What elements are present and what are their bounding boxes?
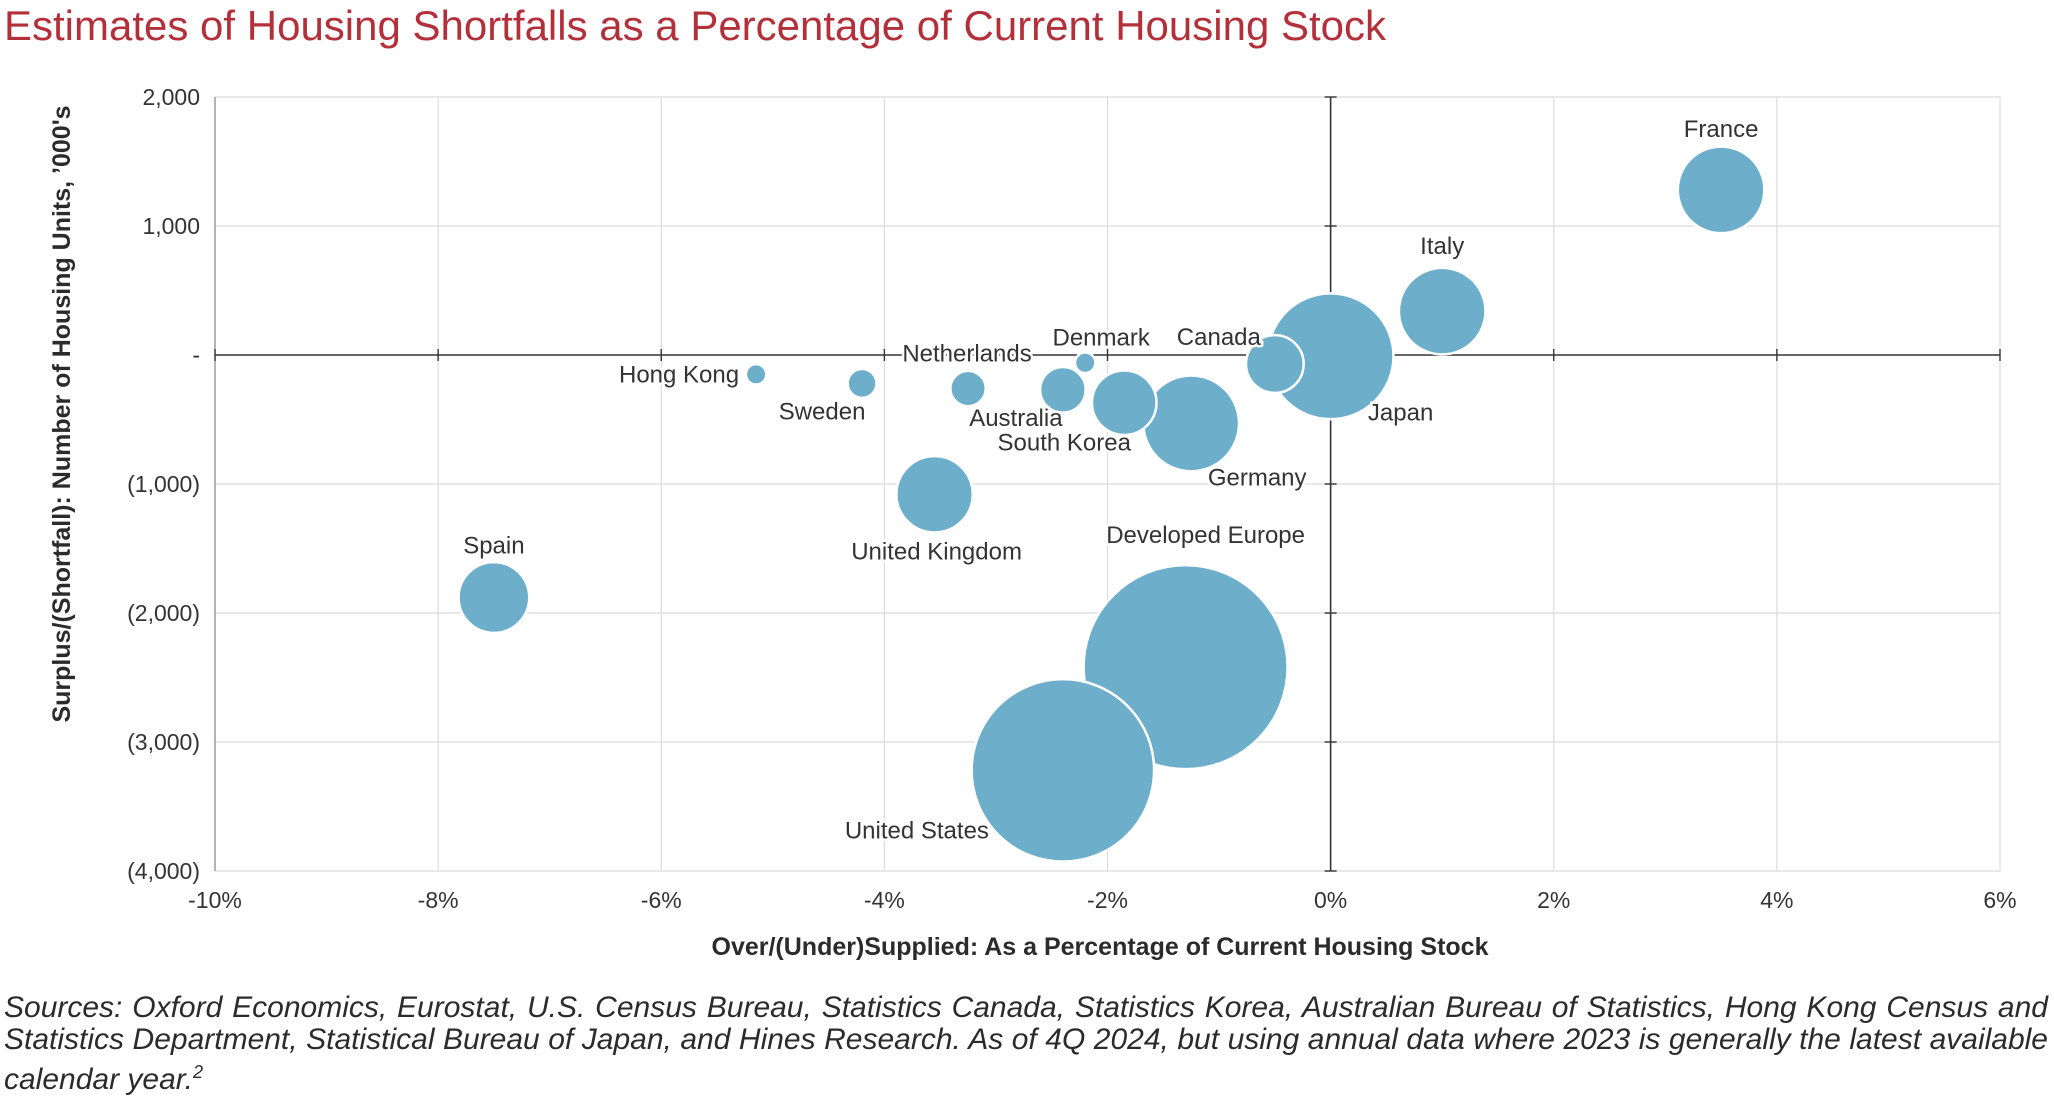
y-tick-label: 1,000 <box>142 213 200 239</box>
bubble-label: Sweden <box>779 398 866 425</box>
x-tick-label: -4% <box>864 887 905 913</box>
bubble-australia <box>1038 365 1087 414</box>
y-tick-label: - <box>192 342 200 368</box>
bubble-label: Germany <box>1208 464 1307 491</box>
bubble-label: Australia <box>969 405 1063 432</box>
bubble-sweden <box>846 367 878 400</box>
source-text: Sources: Oxford Economics, Eurostat, U.S… <box>4 991 2048 1096</box>
bubble-denmark <box>1073 351 1097 375</box>
bubble-united-states <box>970 677 1156 863</box>
bubble-germany <box>1142 374 1241 473</box>
y-tick-label: (1,000) <box>127 471 200 497</box>
bubble-label: Developed Europe <box>1106 522 1305 549</box>
bubble-label: France <box>1684 116 1759 143</box>
bubble-labels: Developed Europe United States Japan France… <box>461 113 1761 847</box>
y-tick-label: 2,000 <box>142 84 200 110</box>
bubble-label: Spain <box>463 533 524 560</box>
bubble-france <box>1676 145 1766 235</box>
bubble-united-kingdom <box>895 454 974 534</box>
bubble-label: Netherlands <box>902 341 1031 368</box>
bubble-canada <box>1244 333 1305 395</box>
x-tick-label: -6% <box>641 887 682 913</box>
bubble-label: Hong Kong <box>619 361 739 388</box>
bubble-spain <box>457 560 531 635</box>
y-tick-label: (3,000) <box>127 729 200 755</box>
axes <box>214 96 2001 872</box>
x-tick-label: 4% <box>1760 887 1793 913</box>
x-tick-label: -8% <box>418 887 459 913</box>
bubble-label: South Korea <box>998 430 1132 457</box>
bubble-hong-kong <box>744 362 768 386</box>
x-axis-ticks: -10% -8% -6% -4% -2% 0% 2% 4% 6% <box>188 887 2016 913</box>
x-axis-title: Over/(Under)Supplied: As a Percentage of… <box>712 933 1489 961</box>
y-axis-title: Surplus/(Shortfall): Number of Housing U… <box>48 105 76 722</box>
bubble-label: Denmark <box>1053 325 1151 352</box>
source-footnote: Sources: Oxford Economics, Eurostat, U.S… <box>4 992 2048 1096</box>
x-tick-label: 6% <box>1983 887 2016 913</box>
x-tick-label: 0% <box>1314 887 1347 913</box>
bubble-netherlands <box>949 369 987 408</box>
bubbles <box>457 145 1766 863</box>
bubble-chart: 2,0001,000-(1,000)(2,000)(3,000)(4,000) … <box>48 84 2017 961</box>
x-tick-label: -2% <box>1087 887 1128 913</box>
bubble-label: United Kingdom <box>851 538 1022 565</box>
bubble-label: Canada <box>1177 324 1262 351</box>
bubble-italy <box>1397 266 1487 356</box>
bubble-south-korea <box>1090 369 1158 437</box>
x-tick-label: -10% <box>188 887 242 913</box>
bubble-label: United States <box>845 817 989 844</box>
chart-title: Estimates of Housing Shortfalls as a Per… <box>4 2 1387 49</box>
y-tick-label: (4,000) <box>127 858 200 884</box>
x-tick-label: 2% <box>1537 887 1570 913</box>
y-axis-ticks: 2,000 1,000 - (1,000) (2,000) (3,000) (4,000) <box>127 84 200 884</box>
footnote-marker: 2 <box>193 1062 204 1082</box>
y-tick-label: (2,000) <box>127 600 200 626</box>
bubble-label: Italy <box>1420 233 1464 260</box>
bubble-label: Japan <box>1368 399 1433 426</box>
